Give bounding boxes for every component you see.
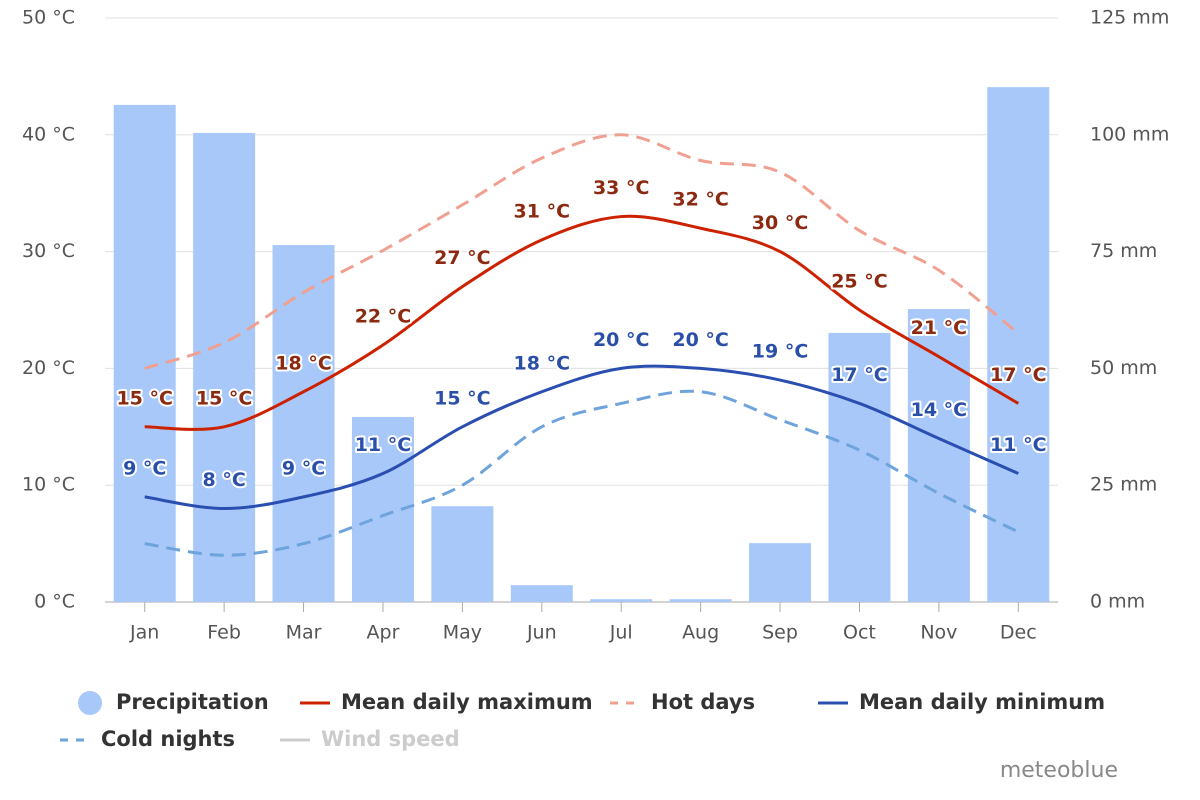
precip-bar [907,309,970,602]
y2-tick-label: 100 mm [1090,123,1169,145]
precip-bar [590,599,653,602]
value-label: 14 °C [911,399,968,421]
x-tick-label: Nov [920,622,957,644]
y-tick-label: 30 °C [22,240,75,262]
value-label: 11 °C [355,434,412,456]
value-label: 15 °C [434,387,491,409]
y2-tick-label: 0 mm [1090,591,1145,613]
x-tick-label: Oct [843,622,876,644]
y-tick-label: 40 °C [22,123,75,145]
value-label: 33 °C [593,177,650,199]
value-label: 17 °C [831,364,888,386]
precip-bar [510,585,573,602]
line [144,214,1020,431]
x-tick-label: Dec [1000,622,1037,644]
x-tick-label: Jan [129,622,159,644]
y-tick-label: 0 °C [34,591,75,613]
value-label: 32 °C [672,189,729,211]
value-label: 30 °C [752,212,809,234]
value-label: 15 °C [196,387,253,409]
line [144,389,1019,557]
precip-bar [749,543,812,602]
x-tick-label: Jun [526,622,557,644]
y-tick-label: 50 °C [22,7,75,29]
value-label: 27 °C [434,247,491,269]
x-tick-label: Apr [367,622,400,644]
value-label: 22 °C [355,306,412,328]
precip-bar [828,332,891,602]
y2-tick-label: 50 mm [1090,357,1157,379]
legend-label[interactable]: Mean daily minimum [859,690,1105,714]
precip-bar [987,87,1050,602]
value-label: 11 °C [990,434,1047,456]
credit: meteoblue [1000,758,1118,783]
value-label: 17 °C [990,364,1047,386]
line [144,364,1019,511]
value-label: 20 °C [672,329,729,351]
y2-tick-label: 25 mm [1090,474,1157,496]
x-tick-label: Mar [286,622,322,644]
y2-tick-label: 125 mm [1090,7,1169,29]
x-tick-label: May [443,622,482,644]
y2-tick-label: 75 mm [1090,240,1157,262]
value-label: 8 °C [202,469,245,491]
value-label: 21 °C [911,317,968,339]
legend-label[interactable]: Mean daily maximum [341,690,593,714]
legend-label[interactable]: Wind speed [321,727,460,751]
y-tick-label: 20 °C [22,357,75,379]
value-label: 18 °C [275,352,332,374]
value-label: 19 °C [752,341,809,363]
legend-label[interactable]: Hot days [651,690,755,714]
precip-bar [193,132,256,602]
precip-bar [113,104,176,602]
x-tick-label: Sep [762,622,798,644]
x-tick-label: Jul [609,622,633,644]
value-label: 9 °C [123,457,166,479]
value-label: 18 °C [514,352,571,374]
value-label: 15 °C [116,387,173,409]
value-label: 31 °C [514,200,571,222]
value-label: 25 °C [831,271,888,293]
value-label: 9 °C [282,457,325,479]
legend-label[interactable]: Precipitation [116,690,269,714]
y-tick-label: 10 °C [22,474,75,496]
precip-bar [431,506,494,602]
legend-label[interactable]: Cold nights [101,727,235,751]
x-tick-label: Aug [682,622,719,644]
precip-bar [669,599,732,602]
legend-symbol [78,691,102,715]
value-label: 20 °C [593,329,650,351]
x-tick-label: Feb [207,622,241,644]
